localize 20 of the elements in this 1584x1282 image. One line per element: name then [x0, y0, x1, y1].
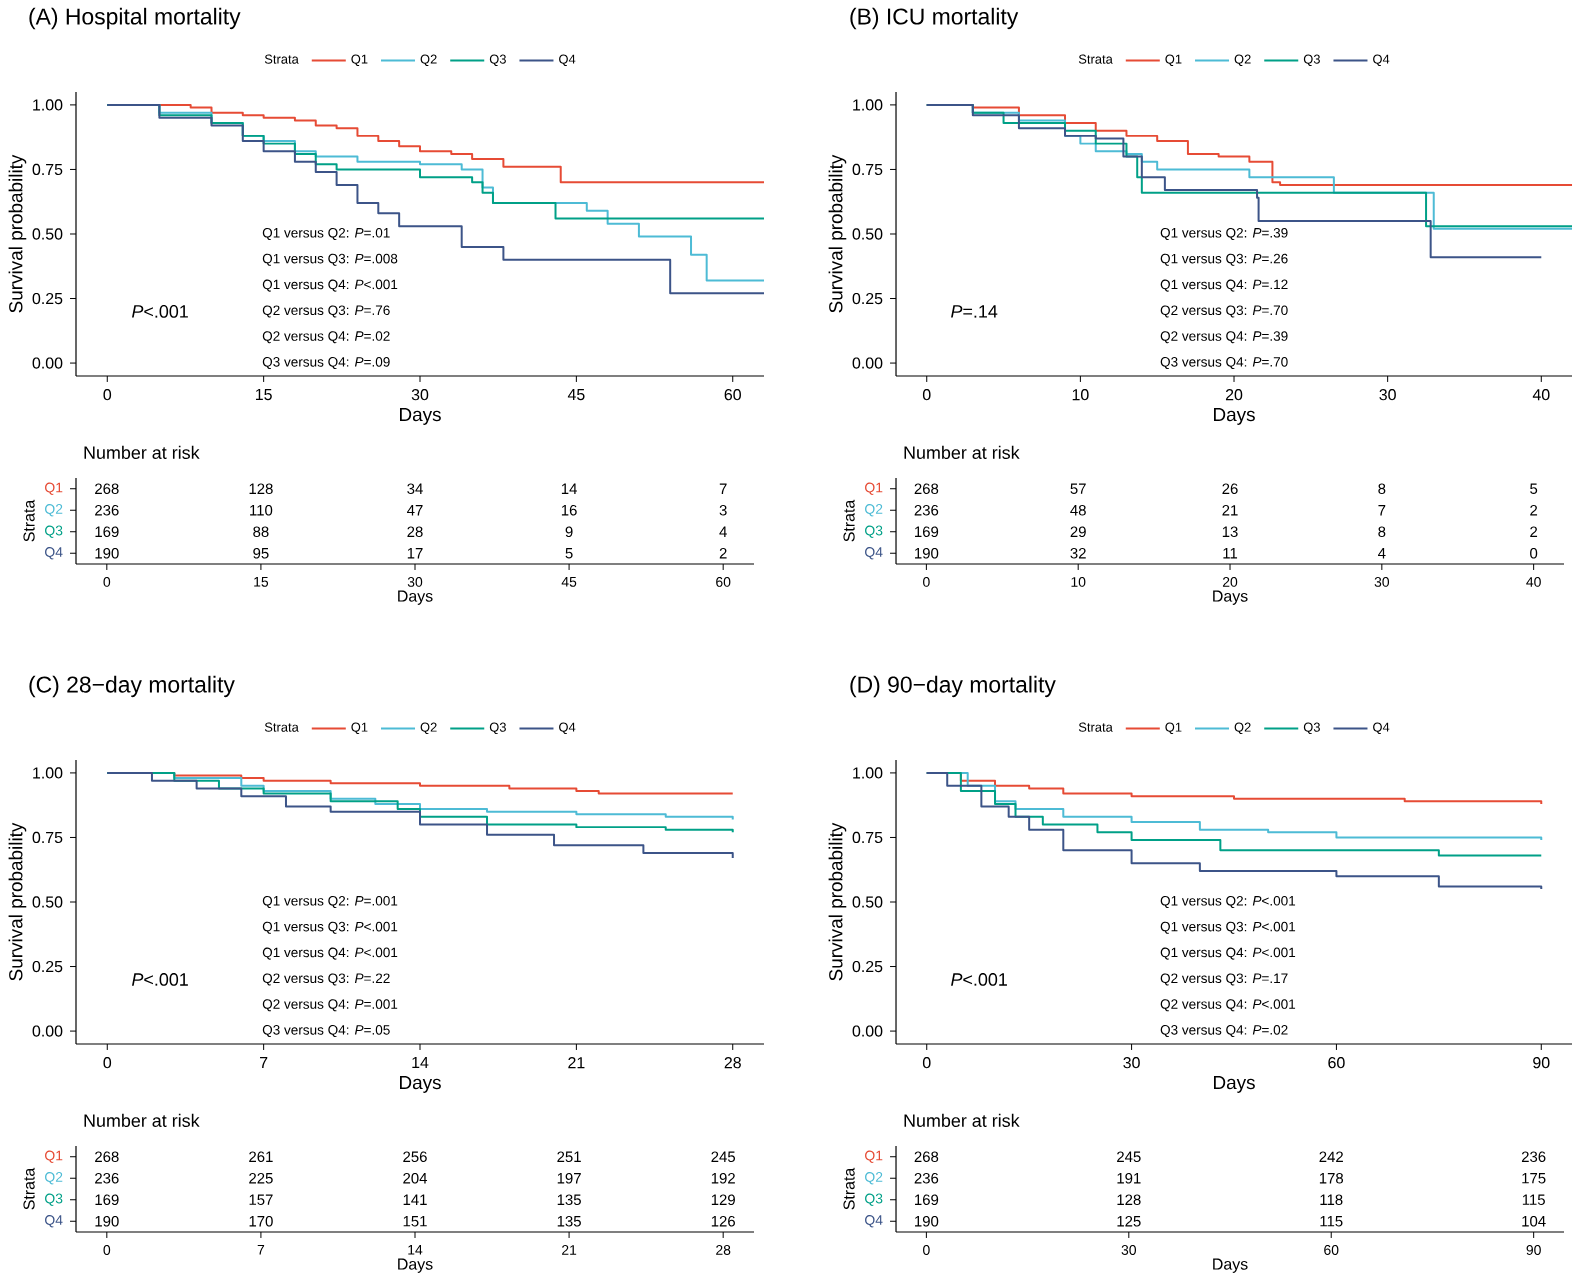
y-axis-title: Survival probability [8, 154, 27, 313]
x-axis-title: Days [1214, 1076, 1255, 1093]
x-axis-title: Days [1214, 407, 1255, 425]
x-axis-title: Days [400, 1076, 441, 1093]
chart-title: (A) Hospital mortality [29, 7, 241, 30]
chart-title: (D) 90−day mortality [850, 675, 1056, 698]
y-axis-title: Survival probability [8, 822, 27, 981]
annotation: P=.14 [951, 305, 998, 318]
chart-title: (B) ICU mortality [850, 7, 1019, 30]
chart-title: Number at risk [84, 445, 200, 459]
chart-title: Number at risk [904, 445, 1020, 459]
x-axis-title: Days [400, 407, 441, 425]
annotation: P<.001 [132, 305, 188, 318]
chart-title: (C) 28−day mortality [29, 675, 235, 698]
chart-title: Number at risk [904, 1113, 1020, 1128]
annotation: P<.001 [132, 973, 188, 986]
chart-title: Number at risk [84, 1113, 200, 1128]
annotation: P<.001 [951, 973, 1007, 986]
y-axis-title: Survival probability [828, 154, 847, 313]
y-axis-title: Survival probability [828, 822, 847, 981]
